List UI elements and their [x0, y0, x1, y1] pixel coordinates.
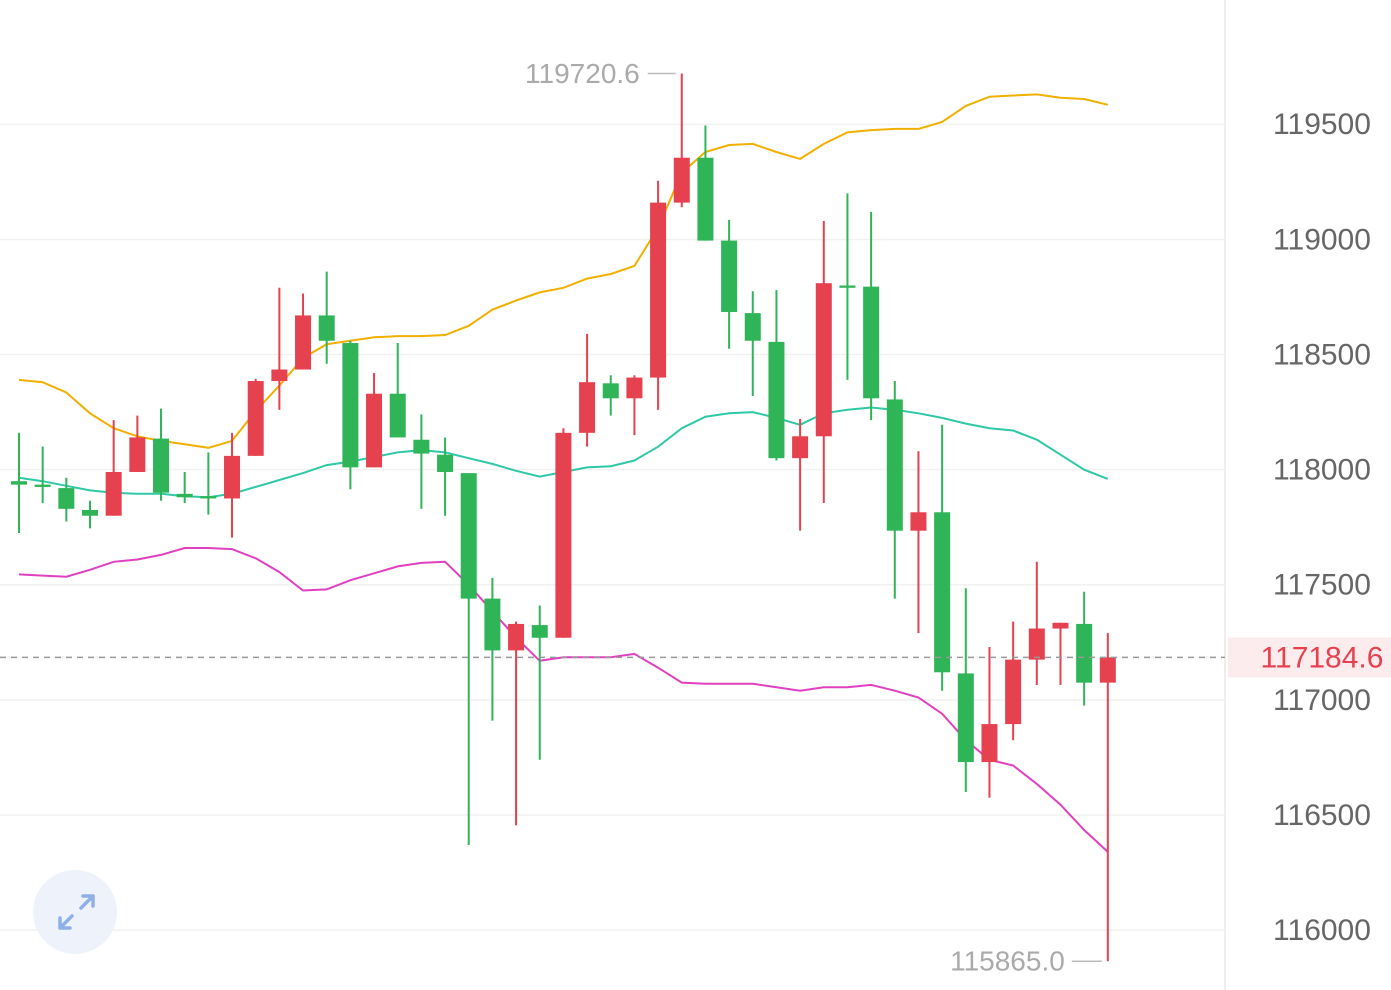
- candle-body: [389, 393, 406, 438]
- last-price-badge: [1228, 637, 1391, 678]
- candle-body: [318, 315, 335, 341]
- candle-body: [934, 512, 951, 673]
- candle-body: [531, 625, 548, 638]
- candle-body: [484, 598, 501, 651]
- candle-body: [1005, 659, 1022, 725]
- candle-body: [176, 493, 193, 498]
- y-tick-label: 118500: [1273, 338, 1371, 371]
- candle-body: [342, 343, 359, 468]
- candle-body: [815, 283, 832, 437]
- candle-body: [697, 157, 714, 241]
- candle-body: [768, 341, 785, 459]
- candle-body: [792, 436, 809, 459]
- candle-body: [650, 202, 667, 378]
- candle-body: [981, 724, 998, 763]
- y-tick-label: 119500: [1273, 108, 1371, 141]
- candle-body: [886, 399, 903, 531]
- expand-button[interactable]: [33, 870, 117, 954]
- labels: 116000 116500 117000 117500 118000 118500 1190…: [525, 58, 1391, 977]
- candle-body: [863, 286, 880, 399]
- min-label: 115865.0: [950, 946, 1065, 977]
- candle-body: [271, 369, 288, 382]
- candle-body: [437, 454, 454, 472]
- candle-body: [460, 473, 477, 599]
- candle-body: [555, 432, 572, 638]
- candle-body: [247, 381, 264, 456]
- candle-body: [1052, 622, 1069, 629]
- band-line: [18, 93, 1109, 449]
- candle-body: [957, 673, 974, 763]
- candle-body: [1076, 623, 1093, 683]
- candle-body: [200, 496, 217, 499]
- grid: [0, 123, 1225, 931]
- candle-body: [11, 481, 27, 485]
- candle-body: [839, 285, 856, 288]
- candle-body: [413, 439, 430, 454]
- candle-body: [129, 437, 146, 472]
- candle-body: [673, 157, 690, 203]
- candle-body: [224, 455, 241, 499]
- y-tick-label: 119000: [1273, 223, 1371, 256]
- candle-body: [82, 509, 99, 516]
- y-tick-label: 116500: [1273, 799, 1371, 832]
- candle-body: [508, 623, 525, 651]
- candle-body: [34, 484, 51, 487]
- candle-body: [910, 512, 927, 531]
- candle-body: [153, 438, 170, 493]
- candle-body: [721, 240, 738, 312]
- candle-body: [366, 393, 383, 468]
- candle-body: [1028, 628, 1045, 660]
- candle-body: [626, 377, 643, 399]
- y-tick-label: 117500: [1273, 569, 1371, 602]
- y-tick-label: 116000: [1273, 914, 1371, 947]
- plot: [0, 73, 1225, 962]
- candle-body: [58, 488, 75, 509]
- candle-body: [295, 315, 312, 370]
- candle-body: [602, 383, 619, 399]
- candle-body: [744, 313, 761, 341]
- last-price-label: 117184.6: [1261, 641, 1384, 674]
- candle-body: [1099, 657, 1116, 683]
- y-tick-label: 118000: [1273, 454, 1371, 487]
- candle-body: [105, 471, 122, 516]
- max-label: 119720.6: [525, 58, 640, 89]
- candle-body: [579, 382, 596, 433]
- y-tick-label: 117000: [1273, 684, 1371, 717]
